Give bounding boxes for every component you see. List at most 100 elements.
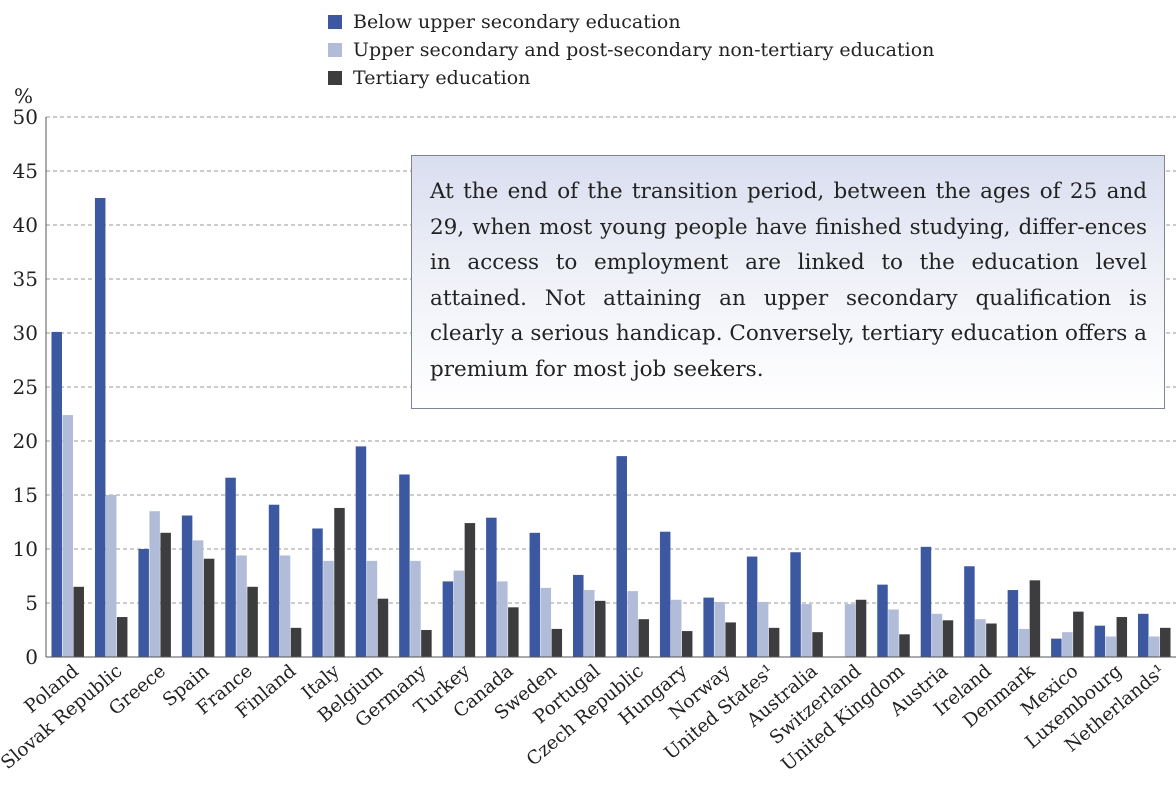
bar-below-upper-secondary [94,198,106,657]
bar-tertiary [203,558,215,657]
bar-below-upper-secondary [355,446,367,657]
bar-tertiary [681,631,693,657]
bar-upper-secondary [931,613,943,657]
bar-tertiary [812,632,823,657]
bar-below-upper-secondary [703,597,714,657]
bar-tertiary [160,532,171,657]
bar-upper-secondary [757,601,769,657]
bar-tertiary [290,627,302,657]
bar-tertiary [1116,617,1128,657]
bar-tertiary [1160,627,1171,657]
bar-below-upper-secondary [181,515,193,657]
y-tick-label: 40 [13,213,38,237]
bar-tertiary [942,620,954,657]
bar-upper-secondary [801,604,812,657]
bar-tertiary [377,598,389,657]
bar-tertiary [551,628,563,657]
callout-text: At the end of the transition period, bet… [430,179,1147,382]
bar-upper-secondary [670,599,682,657]
bar-tertiary [899,634,910,657]
bar-tertiary [768,627,780,657]
legend-swatch [328,15,342,29]
bar-upper-secondary [323,560,334,657]
bar-below-upper-secondary [659,531,671,657]
bar-upper-secondary [975,619,986,657]
y-tick-label: 50 [13,105,38,129]
legend-item-tertiary: Tertiary education [328,64,934,92]
bar-below-upper-secondary [920,546,932,657]
bar-upper-secondary [888,609,899,657]
legend-label: Tertiary education [353,67,531,89]
legend-swatch [328,43,342,57]
y-tick-label: 0 [25,645,38,669]
bar-upper-secondary [497,581,508,657]
bar-tertiary [855,599,867,657]
bar-tertiary [116,617,128,657]
bar-below-upper-secondary [573,574,584,657]
bar-upper-secondary [192,540,204,657]
bar-below-upper-secondary [1094,625,1106,657]
bar-upper-secondary [453,570,465,657]
bar-upper-secondary [584,590,595,657]
bars [51,198,1171,657]
bar-upper-secondary [366,560,378,657]
bar-upper-secondary [1149,636,1160,657]
bar-below-upper-secondary [790,552,801,657]
y-tick-label: 30 [13,321,38,345]
y-tick-label: 15 [13,483,38,507]
bar-tertiary [421,630,432,657]
bar-upper-secondary [1018,628,1030,657]
y-tick-label: 45 [13,159,38,183]
y-axis-label: % [14,84,34,108]
bar-below-upper-secondary [138,549,149,657]
bar-upper-secondary [410,560,421,657]
legend-label: Upper secondary and post-secondary non-t… [353,39,935,61]
bar-below-upper-secondary [399,474,410,657]
bar-below-upper-secondary [1007,590,1019,657]
bar-upper-secondary [1062,632,1073,657]
bar-upper-secondary [236,555,247,657]
bar-tertiary [464,523,476,657]
bar-tertiary [638,619,649,657]
bar-tertiary [508,607,519,657]
bar-below-upper-secondary [225,477,236,657]
bar-upper-secondary [844,604,856,657]
legend-label: Below upper secondary education [353,11,681,33]
legend: Below upper secondary education Upper se… [328,8,934,92]
y-tick-label: 35 [13,267,38,291]
bar-upper-secondary [149,511,160,657]
bar-below-upper-secondary [616,456,627,657]
bar-below-upper-secondary [312,528,323,657]
y-tick-label: 10 [13,537,38,561]
bar-upper-secondary [714,601,725,657]
y-tick-label: 20 [13,429,38,453]
legend-item-upper-secondary: Upper secondary and post-secondary non-t… [328,36,934,64]
bar-below-upper-secondary [1138,613,1149,657]
bar-upper-secondary [1105,636,1117,657]
legend-swatch [328,71,342,85]
bar-tertiary [986,623,997,657]
bar-tertiary [73,586,84,657]
bar-tertiary [595,600,606,657]
y-tick-label: 5 [25,591,38,615]
bar-below-upper-secondary [746,556,758,657]
bar-below-upper-secondary [268,504,280,657]
bar-upper-secondary [62,415,73,657]
y-tick-label: 25 [13,375,38,399]
bar-tertiary [1029,580,1041,657]
bar-upper-secondary [105,495,117,657]
bar-below-upper-secondary [51,331,62,657]
bar-below-upper-secondary [964,566,975,657]
bar-below-upper-secondary [529,532,541,657]
bar-tertiary [334,507,345,657]
bar-upper-secondary [279,555,291,657]
axes [45,117,1176,658]
bar-below-upper-secondary [442,581,454,657]
bar-below-upper-secondary [486,517,497,657]
bar-upper-secondary [540,587,552,657]
legend-item-below-upper-secondary: Below upper secondary education [328,8,934,36]
bar-tertiary [725,622,736,657]
bar-below-upper-secondary [1051,638,1062,657]
